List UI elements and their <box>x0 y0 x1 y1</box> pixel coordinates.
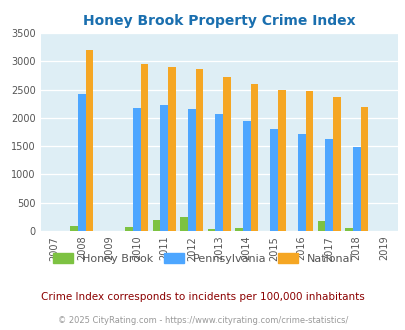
Bar <box>242 121 250 231</box>
Bar <box>160 105 168 231</box>
Bar <box>305 91 313 231</box>
Bar <box>332 97 340 231</box>
Bar <box>168 67 175 231</box>
Bar <box>70 226 78 231</box>
Bar <box>180 217 188 231</box>
Bar <box>125 227 132 231</box>
Bar <box>234 228 242 231</box>
Bar <box>270 129 277 231</box>
Bar <box>152 220 160 231</box>
Bar <box>140 64 148 231</box>
Bar <box>78 93 85 231</box>
Bar <box>195 69 203 231</box>
Bar <box>277 89 285 231</box>
Bar <box>324 139 332 231</box>
Bar <box>352 147 360 231</box>
Bar <box>132 108 140 231</box>
Bar <box>317 220 324 231</box>
Bar <box>297 134 305 231</box>
Text: Crime Index corresponds to incidents per 100,000 inhabitants: Crime Index corresponds to incidents per… <box>41 292 364 302</box>
Bar <box>215 114 222 231</box>
Bar <box>222 77 230 231</box>
Bar <box>344 228 352 231</box>
Bar <box>188 109 195 231</box>
Bar <box>207 229 215 231</box>
Bar <box>250 84 258 231</box>
Text: © 2025 CityRating.com - https://www.cityrating.com/crime-statistics/: © 2025 CityRating.com - https://www.city… <box>58 316 347 325</box>
Bar <box>85 50 93 231</box>
Title: Honey Brook Property Crime Index: Honey Brook Property Crime Index <box>83 14 355 28</box>
Bar <box>360 107 367 231</box>
Legend: Honey Brook, Pennsylvania, National: Honey Brook, Pennsylvania, National <box>48 249 357 268</box>
